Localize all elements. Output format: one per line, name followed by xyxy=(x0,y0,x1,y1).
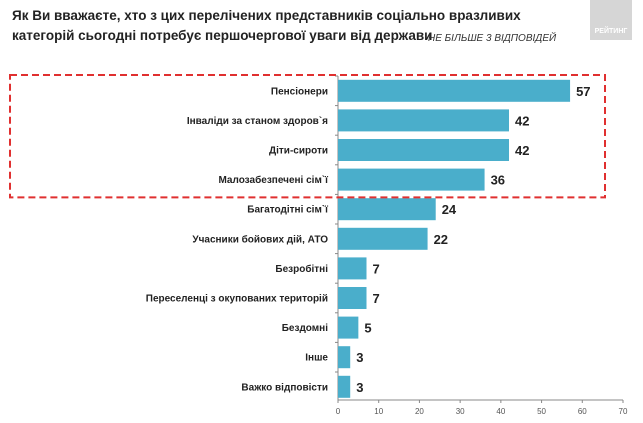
category-label: Малозабезпечені сім`ї xyxy=(218,174,328,186)
bar xyxy=(338,168,485,191)
bar xyxy=(338,139,509,161)
category-label: Бездомні xyxy=(282,323,328,334)
bar xyxy=(338,198,436,221)
data-label: 57 xyxy=(576,84,590,99)
bar xyxy=(338,287,367,309)
x-tick-label: 20 xyxy=(415,407,424,416)
data-label: 7 xyxy=(373,261,380,276)
category-label: Безробітні xyxy=(275,263,328,275)
x-tick-label: 0 xyxy=(336,407,341,416)
data-label: 24 xyxy=(442,202,457,217)
data-label: 36 xyxy=(491,173,505,188)
bar xyxy=(338,316,359,339)
category-label: Пенсіонери xyxy=(271,86,328,97)
category-label: Багатодітні сім`ї xyxy=(247,205,328,216)
chart-title: Як Ви вважаєте, хто з цих перелічених пр… xyxy=(12,8,521,43)
data-label: 3 xyxy=(356,380,363,395)
x-tick-label: 40 xyxy=(496,407,505,416)
data-label: 5 xyxy=(364,321,371,336)
x-tick-label: 60 xyxy=(578,407,587,416)
category-label: Інше xyxy=(305,353,328,364)
category-label: Інваліди за станом здоров`я xyxy=(187,116,328,127)
bar xyxy=(338,257,367,280)
bar xyxy=(338,375,351,398)
chart-subtitle: НЕ БІЛЬШЕ 3 ВІДПОВІДЕЙ xyxy=(428,33,557,44)
x-tick-label: 10 xyxy=(374,407,383,416)
rating-logo: РЕЙТИНГ xyxy=(590,0,632,40)
bar xyxy=(338,79,571,102)
x-tick-label: 50 xyxy=(537,407,546,416)
x-tick-label: 30 xyxy=(456,407,465,416)
data-label: 22 xyxy=(434,232,448,247)
data-label: 42 xyxy=(515,143,529,158)
category-label: Важко відповісти xyxy=(241,382,328,393)
data-label: 7 xyxy=(373,291,380,306)
highlight-box xyxy=(9,74,606,199)
x-tick-label: 70 xyxy=(619,407,628,416)
category-label: Учасники бойових дій, АТО xyxy=(192,233,328,245)
logo-text: РЕЙТИНГ xyxy=(594,28,628,35)
bar xyxy=(338,109,509,132)
bar xyxy=(338,346,351,369)
category-label: Діти-сироти xyxy=(269,146,328,157)
bar xyxy=(338,227,428,250)
category-label: Переселенці з окупованих територій xyxy=(146,294,328,305)
data-label: 42 xyxy=(515,113,529,128)
data-label: 3 xyxy=(356,350,363,365)
